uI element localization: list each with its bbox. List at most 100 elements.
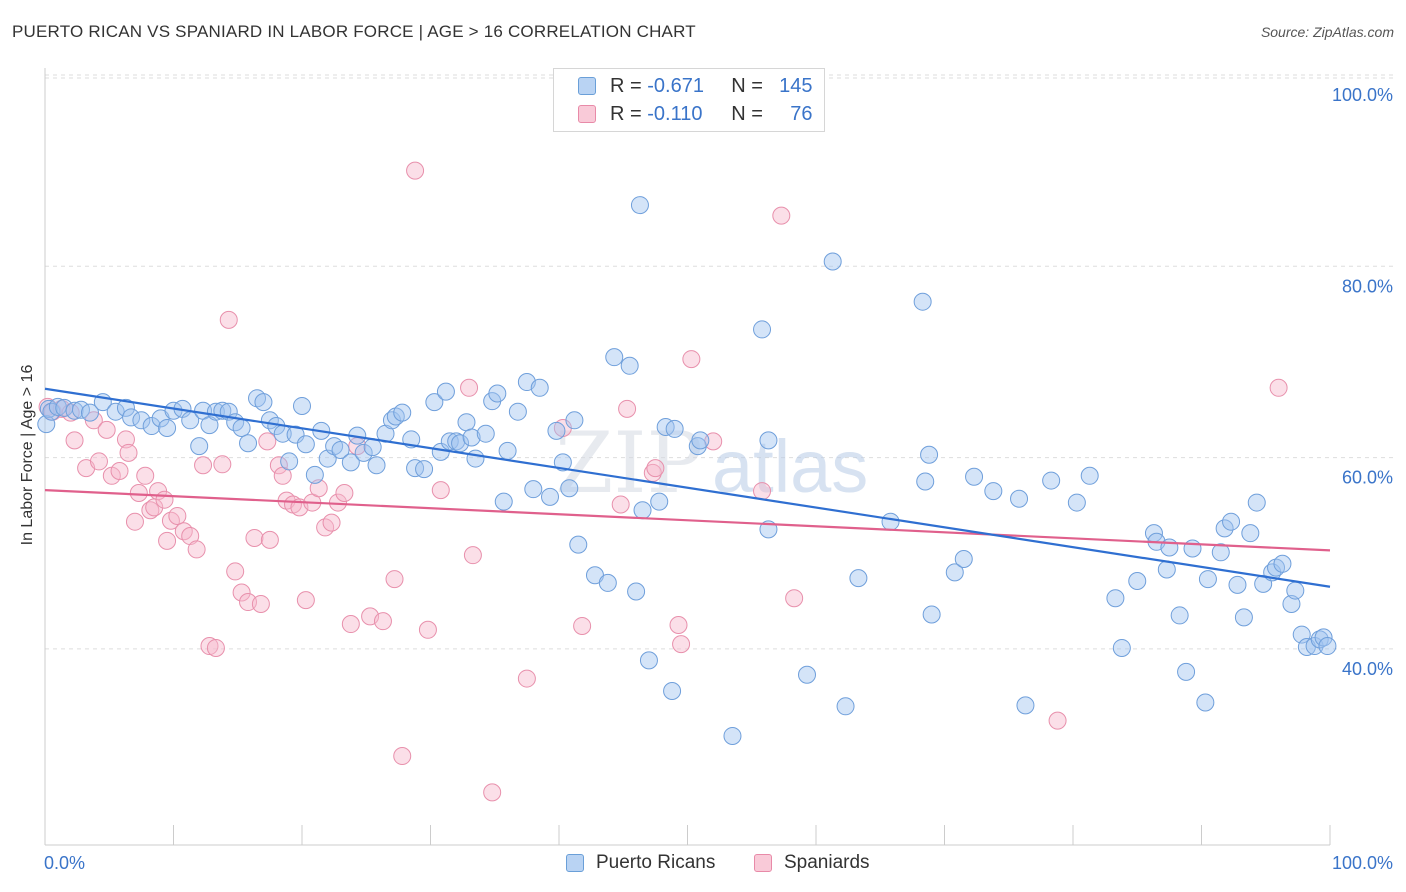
puerto-rican-point [630, 196, 649, 215]
legend-n-label: N = [731, 102, 763, 125]
puerto-rican-point [494, 492, 513, 511]
y-tick-label: 100.0% [1332, 85, 1393, 105]
puerto-rican-point [415, 460, 434, 479]
spaniard-point [136, 466, 155, 485]
puerto-rican-point [1282, 594, 1301, 613]
puerto-rican-point [945, 563, 964, 582]
spaniard-point [116, 430, 135, 449]
legend-swatch-blue [578, 77, 596, 95]
spaniard-point [200, 637, 219, 656]
puerto-rican-point [881, 512, 900, 531]
spaniard-point [269, 456, 288, 475]
puerto-rican-point [560, 479, 579, 498]
puerto-rican-point [466, 449, 485, 468]
spaniard-point [251, 594, 270, 613]
puerto-rican-point [1241, 524, 1260, 543]
axes [44, 68, 1331, 846]
puerto-rican-point [354, 443, 373, 462]
puerto-rican-point [1177, 662, 1196, 681]
x-tick-label-min: 0.0% [44, 853, 85, 873]
puerto-rican-point [436, 382, 455, 401]
bottom-legend-puerto-ricans: Puerto Ricans [566, 852, 715, 874]
spaniard-point [245, 528, 264, 547]
puerto-rican-point [1228, 575, 1247, 594]
puerto-rican-point [296, 435, 315, 454]
puerto-rican-point [913, 292, 932, 311]
legend-n-label: N = [731, 74, 763, 97]
spaniard-point [753, 482, 772, 501]
spaniard-point [322, 513, 341, 532]
y-tick-label: 80.0% [1342, 276, 1393, 296]
puerto-rican-point [633, 501, 652, 520]
puerto-rican-point [305, 465, 324, 484]
puerto-rican-point [836, 697, 855, 716]
gridlines [45, 74, 1395, 650]
puerto-rican-point [116, 398, 135, 417]
legend-n-value: 76 [790, 102, 813, 125]
puerto-rican-point [158, 418, 177, 437]
puerto-rican-point [1318, 637, 1337, 656]
spaniard-point [418, 620, 437, 639]
puerto-rican-point [65, 401, 84, 420]
spaniard-point [785, 589, 804, 608]
puerto-rican-point [476, 424, 495, 443]
puerto-rican-point [1198, 570, 1217, 589]
puerto-rican-point [530, 378, 549, 397]
puerto-rican-point [916, 472, 935, 491]
spaniard-point [232, 583, 251, 602]
puerto-rican-point [723, 726, 742, 745]
spaniard-point [611, 495, 630, 514]
trend-lines [44, 387, 1331, 588]
spaniard-point [119, 443, 138, 462]
spaniard-point [463, 546, 482, 565]
spaniard-point [573, 616, 592, 635]
puerto-rican-point [457, 413, 476, 432]
puerto-rican-point [569, 535, 588, 554]
puerto-rican-point [849, 569, 868, 588]
puerto-rican-point [406, 459, 425, 478]
spaniards-points [38, 161, 1288, 802]
watermark-atlas: atlas [712, 425, 868, 508]
spaniard-point [460, 378, 479, 397]
spaniard-point [89, 452, 108, 471]
spaniard-point [97, 420, 116, 439]
spaniard-point [483, 783, 502, 802]
puerto-rican-point [1273, 554, 1292, 573]
spaniard-point [309, 479, 328, 498]
legend-swatch-pink [578, 105, 596, 123]
puerto-rican-point [1170, 606, 1189, 625]
spaniard-point [517, 669, 536, 688]
spaniard-point [772, 206, 791, 225]
puerto-rican-point [462, 428, 481, 447]
puerto-rican-point [331, 440, 350, 459]
spaniard-point [618, 399, 637, 418]
puerto-rican-point [1106, 589, 1125, 608]
puerto-rican-point [80, 403, 99, 422]
puerto-rican-point [1010, 489, 1029, 508]
puerto-rican-point [293, 396, 311, 415]
spaniard-point [260, 530, 279, 549]
bottom-legend-label-spaniards: Spaniards [784, 852, 870, 873]
spaniard-point [213, 455, 232, 474]
puerto-rican-point [1234, 608, 1253, 627]
bottom-legend-spaniards: Spaniards [754, 852, 870, 874]
spaniard-point [168, 506, 187, 525]
puerto-rican-point [1286, 581, 1305, 600]
spaniard-point [206, 638, 225, 657]
legend-r-label: R = [610, 74, 642, 97]
spaniards-trend-line [44, 489, 1331, 552]
spaniard-point [158, 531, 177, 550]
puerto-rican-point [1080, 466, 1099, 485]
puerto-rican-point [122, 408, 141, 427]
puerto-ricans-trend-line [44, 387, 1331, 588]
puerto-rican-point [1196, 693, 1215, 712]
spaniard-point [431, 481, 450, 500]
puerto-rican-point [753, 320, 772, 339]
puerto-rican-point [1112, 638, 1131, 657]
spaniard-point [1269, 378, 1288, 397]
puerto-rican-point [132, 411, 151, 430]
puerto-rican-point [1222, 512, 1241, 531]
puerto-rican-point [239, 434, 258, 453]
spaniard-point [669, 616, 688, 634]
